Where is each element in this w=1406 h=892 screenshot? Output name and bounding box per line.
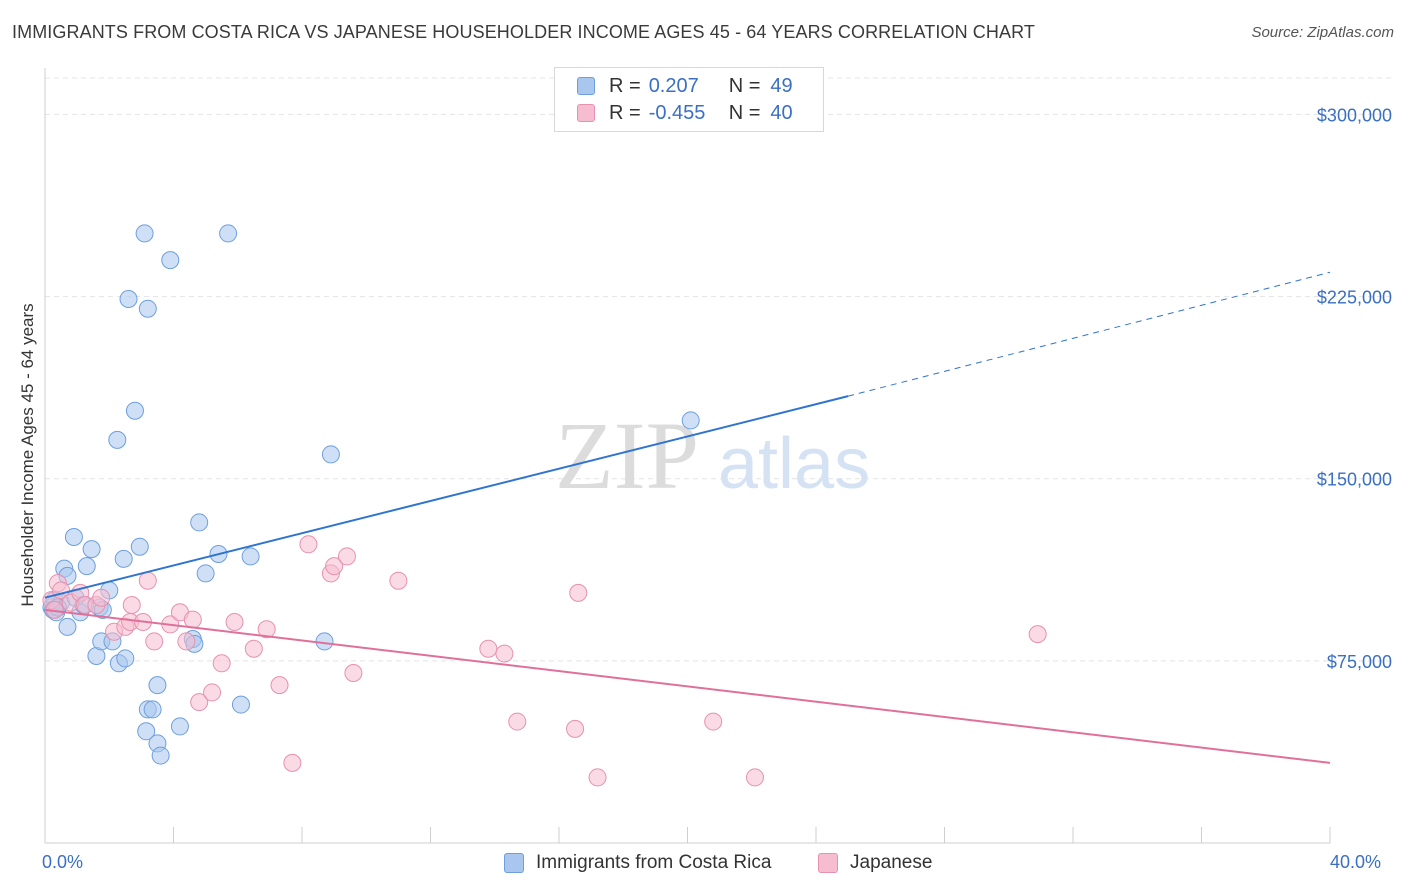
series-swatch-japanese xyxy=(818,853,838,873)
y-tick-label: $225,000 xyxy=(1317,288,1392,308)
y-axis-label: Householder Income Ages 45 - 64 years xyxy=(18,303,37,607)
point-japanese xyxy=(212,654,231,673)
series-legend-japanese[interactable]: Japanese xyxy=(818,852,932,874)
point-costa-rica xyxy=(196,564,215,583)
point-japanese xyxy=(1028,625,1047,644)
point-costa-rica xyxy=(161,251,180,270)
legend-r-value: 0.207 xyxy=(648,74,699,97)
point-costa-rica xyxy=(114,549,133,568)
legend-swatch-costa-rica xyxy=(577,77,595,95)
watermark: ZIP atlas xyxy=(555,402,870,509)
legend-swatch-japanese xyxy=(577,104,595,122)
y-tick-label: $150,000 xyxy=(1317,470,1392,490)
grid-lines xyxy=(45,77,1392,662)
point-costa-rica xyxy=(170,717,189,736)
point-costa-rica xyxy=(219,224,238,243)
point-japanese xyxy=(225,613,244,631)
legend-n-value: 49 xyxy=(770,74,793,97)
legend-r-value: -0.455 xyxy=(648,101,706,124)
point-japanese xyxy=(704,712,723,731)
data-points xyxy=(42,224,1047,787)
point-costa-rica xyxy=(108,430,127,449)
point-japanese xyxy=(283,753,302,772)
point-japanese xyxy=(299,535,318,554)
x-tick-min: 0.0% xyxy=(42,852,84,872)
series-label-japanese: Japanese xyxy=(850,852,933,873)
point-costa-rica xyxy=(77,557,96,576)
series-swatch-costa-rica xyxy=(504,853,524,873)
legend-n-label: N = xyxy=(728,74,761,97)
point-japanese xyxy=(745,768,764,787)
legend-row-japanese: R = -0.455 N = 40 xyxy=(577,101,793,125)
trend-lines xyxy=(44,271,1331,764)
watermark-zip: ZIP xyxy=(555,402,699,509)
axes xyxy=(44,68,1331,844)
point-japanese xyxy=(177,632,196,651)
point-japanese xyxy=(566,719,585,738)
point-costa-rica xyxy=(190,513,209,532)
point-japanese xyxy=(344,664,363,682)
point-japanese xyxy=(257,620,276,639)
point-costa-rica xyxy=(119,290,138,308)
point-costa-rica xyxy=(143,700,162,719)
point-japanese xyxy=(325,557,344,576)
legend-r-label: R = xyxy=(609,101,641,124)
x-tick-max: 40.0% xyxy=(1330,852,1382,872)
point-costa-rica xyxy=(64,528,83,546)
legend-r-label: R = xyxy=(609,74,641,97)
point-costa-rica xyxy=(137,722,156,741)
legend-n-label: N = xyxy=(728,101,761,124)
point-japanese xyxy=(244,639,263,658)
watermark-atlas: atlas xyxy=(718,424,870,504)
point-japanese xyxy=(270,676,289,695)
point-japanese xyxy=(190,693,209,712)
point-costa-rica xyxy=(681,411,700,430)
point-costa-rica xyxy=(135,224,154,243)
point-costa-rica xyxy=(125,401,144,420)
point-costa-rica xyxy=(116,649,135,668)
point-costa-rica xyxy=(130,537,149,556)
y-tick-label: $75,000 xyxy=(1327,652,1392,672)
point-japanese xyxy=(569,583,588,602)
series-legend: Immigrants from Costa Rica Japanese xyxy=(0,852,1406,878)
point-japanese xyxy=(389,571,408,590)
trend-line-japanese xyxy=(44,608,1331,764)
point-japanese xyxy=(92,588,111,607)
point-costa-rica xyxy=(58,617,77,636)
chart-title: IMMIGRANTS FROM COSTA RICA VS JAPANESE H… xyxy=(12,22,1035,42)
legend-box: R = 0.207 N = 49 R = -0.455 N = 40 xyxy=(554,67,824,132)
point-japanese xyxy=(183,610,202,629)
trend-line-costa-rica-projection xyxy=(848,271,1331,397)
series-label-costa-rica: Immigrants from Costa Rica xyxy=(536,852,772,873)
point-costa-rica xyxy=(82,540,101,559)
point-japanese xyxy=(122,596,141,614)
point-costa-rica xyxy=(321,445,340,464)
point-japanese xyxy=(479,639,498,658)
point-costa-rica xyxy=(151,746,170,765)
point-japanese xyxy=(588,768,607,787)
legend-row-costa-rica: R = 0.207 N = 49 xyxy=(577,74,793,98)
point-japanese xyxy=(495,644,514,663)
point-japanese xyxy=(508,712,527,731)
point-costa-rica xyxy=(148,676,167,695)
source-credit: Source: ZipAtlas.com xyxy=(1251,24,1394,41)
point-japanese xyxy=(203,683,222,702)
trend-line-costa-rica xyxy=(44,395,849,599)
legend-n-value: 40 xyxy=(770,101,793,124)
y-tick-labels: $75,000 $150,000 $225,000 $300,000 xyxy=(1317,105,1392,671)
point-japanese xyxy=(145,632,164,651)
y-tick-label: $300,000 xyxy=(1317,105,1392,125)
point-costa-rica xyxy=(231,695,250,714)
point-japanese xyxy=(337,547,356,566)
point-costa-rica xyxy=(241,547,260,566)
series-legend-costa-rica[interactable]: Immigrants from Costa Rica xyxy=(504,852,771,874)
point-japanese xyxy=(138,571,157,590)
point-costa-rica xyxy=(138,299,157,318)
